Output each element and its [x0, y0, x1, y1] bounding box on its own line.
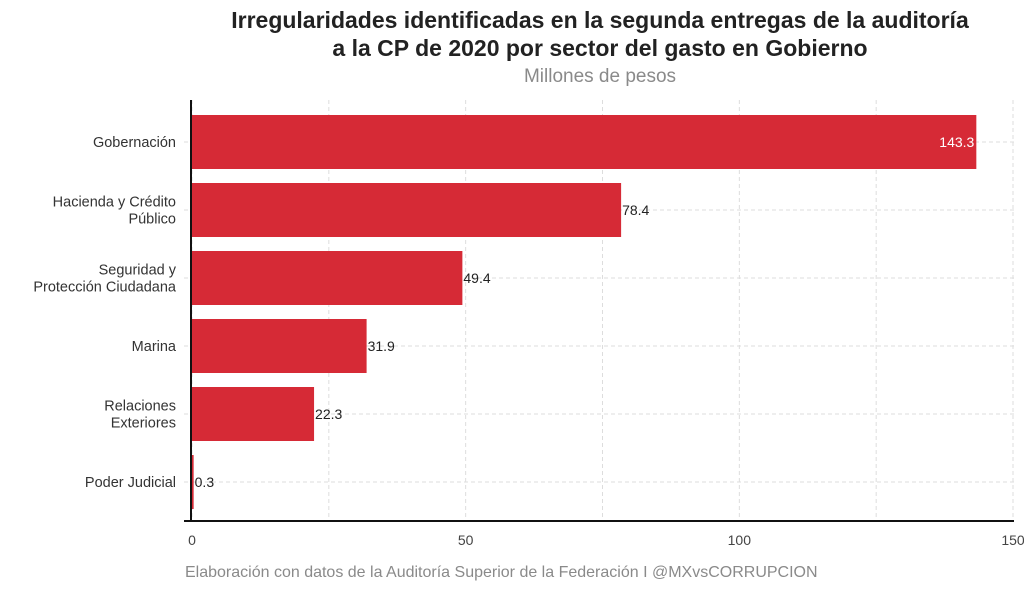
category-label: Protección Ciudadana [33, 280, 177, 296]
chart-caption: Elaboración con datos de la Auditoría Su… [185, 564, 818, 581]
chart-subtitle: Millones de pesos [523, 66, 677, 87]
category-label: Gobernación [93, 135, 176, 151]
x-tick-label: 0 [188, 532, 196, 548]
bar [192, 319, 367, 373]
category-label: Hacienda y Crédito [53, 195, 176, 211]
x-tick-label: 150 [1001, 532, 1024, 548]
bar [192, 387, 315, 441]
category-label: Exteriores [111, 416, 176, 432]
bar [192, 251, 463, 305]
x-tick-label: 100 [728, 532, 752, 548]
category-label: Marina [132, 339, 177, 355]
x-tick-label: 50 [458, 532, 474, 548]
axes [184, 100, 1014, 522]
bar [192, 183, 622, 237]
category-label: Seguridad y [99, 263, 177, 279]
data-label: 0.3 [195, 474, 215, 490]
category-label: Público [128, 212, 176, 228]
bars [192, 115, 977, 509]
category-label: Poder Judicial [85, 475, 176, 491]
bar [192, 455, 194, 509]
data-label: 49.4 [463, 270, 490, 286]
chart-title-line-2: a la CP de 2020 por sector del gasto en … [332, 35, 868, 61]
data-label: 78.4 [622, 202, 649, 218]
labels: 0 50 100 150 Gobernación Hacienda y CréditoPú… [33, 134, 1024, 548]
chart-title-line-1: Irregularidades identificadas en la segu… [231, 7, 969, 33]
data-label: 143.3 [939, 134, 974, 150]
data-label: 22.3 [315, 406, 342, 422]
data-label: 31.9 [368, 338, 395, 354]
bar [192, 115, 977, 169]
category-label: Relaciones [104, 399, 176, 415]
